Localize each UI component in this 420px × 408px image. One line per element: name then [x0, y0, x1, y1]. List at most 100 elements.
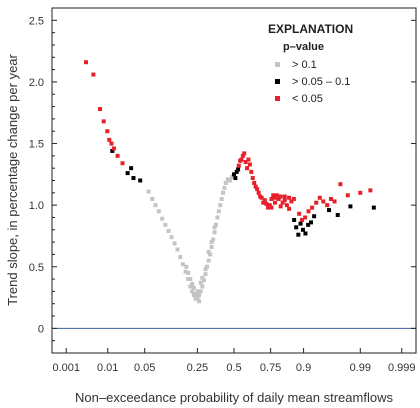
data-point-grey — [184, 264, 189, 269]
data-point-red — [98, 107, 103, 112]
data-point-grey — [201, 278, 206, 283]
data-point-red — [255, 187, 260, 192]
x-tick-label: 0.05 — [134, 362, 155, 374]
data-point-grey — [190, 282, 195, 286]
data-point-red — [242, 151, 247, 156]
legend-label-gt-0-1: > 0.1 — [292, 59, 317, 71]
y-tick-label: 2.5 — [29, 15, 44, 27]
data-point-grey — [197, 293, 202, 298]
data-point-grey — [206, 249, 211, 254]
data-point-red — [111, 146, 116, 151]
data-point-grey — [163, 222, 168, 227]
data-point-black — [110, 148, 115, 153]
legend-label-0-05-0-1: > 0.05 – 0.1 — [292, 76, 350, 88]
data-point-grey — [212, 225, 217, 230]
data-point-red — [368, 188, 373, 193]
data-point-grey — [186, 270, 191, 275]
data-point-grey — [206, 258, 211, 263]
data-point-red — [261, 200, 266, 205]
data-point-red — [273, 200, 278, 205]
x-tick-label: 0.75 — [260, 362, 281, 374]
data-point-grey — [195, 295, 200, 300]
data-point-red — [332, 199, 337, 204]
data-point-red — [247, 162, 252, 167]
data-point-grey — [212, 230, 217, 235]
data-point-black — [125, 171, 130, 176]
plot-frame — [51, 7, 417, 354]
data-point-grey — [172, 241, 177, 246]
y-tick-label: 0.5 — [29, 262, 44, 274]
x-tick-label: 0.99 — [350, 362, 371, 374]
data-point-red — [266, 205, 271, 210]
data-point-red — [256, 190, 261, 195]
data-point-red — [115, 153, 120, 158]
x-tick-label: 0.25 — [187, 362, 208, 374]
data-point-red — [291, 196, 296, 201]
data-point-red — [358, 190, 363, 195]
data-point-red — [107, 137, 112, 142]
data-point-red — [269, 196, 274, 201]
data-point-grey — [203, 267, 208, 272]
y-axis-label: Trend slope, in percentage change per ye… — [5, 53, 20, 305]
data-point-red — [243, 160, 248, 165]
x-axis-label: Non–exceedance probability of daily mean… — [75, 390, 393, 405]
data-point-red — [259, 195, 264, 200]
data-point-red — [239, 157, 244, 162]
y-tick-label: 1.5 — [29, 139, 44, 151]
x-tick-label: 0.001 — [52, 362, 80, 374]
data-point-red — [245, 166, 250, 171]
data-point-grey — [200, 284, 205, 289]
y-tick-label: 0 — [38, 323, 44, 335]
data-point-grey — [188, 277, 193, 282]
data-point-red — [282, 194, 287, 199]
y-tick-label: 2.0 — [29, 77, 44, 89]
data-point-black — [298, 221, 303, 226]
data-point-red — [253, 184, 258, 189]
data-point-grey — [200, 275, 205, 280]
data-point-red — [282, 198, 287, 203]
data-point-red — [267, 203, 272, 208]
x-tick-label: 0.9 — [296, 362, 311, 374]
data-point-red — [252, 180, 257, 185]
data-point-black — [129, 166, 134, 171]
data-point-black — [131, 176, 136, 181]
data-point-grey — [190, 289, 195, 294]
data-point-black — [138, 178, 143, 183]
data-point-red — [109, 141, 114, 146]
data-point-red — [287, 206, 292, 211]
data-point-grey — [195, 289, 200, 294]
data-point-red — [321, 199, 326, 204]
data-point-black — [236, 167, 241, 172]
data-point-red — [306, 209, 311, 214]
data-point-grey — [205, 264, 210, 269]
y-axis-ticks: 0 0.5 1.0 1.5 2.0 2.5 — [29, 15, 416, 342]
data-point-grey — [219, 196, 224, 201]
data-point-red — [105, 129, 110, 134]
data-point-red — [236, 163, 241, 168]
data-point-grey — [156, 209, 161, 214]
data-point-black — [292, 217, 297, 222]
data-point-black — [232, 172, 236, 177]
data-point-red — [280, 200, 285, 205]
data-point-grey — [225, 177, 230, 182]
data-point-grey — [209, 240, 214, 245]
x-tick-label: 0.01 — [97, 362, 118, 374]
data-point-black — [348, 204, 353, 209]
data-point-red — [246, 157, 251, 162]
data-point-red — [314, 200, 319, 205]
data-point-grey — [178, 254, 183, 259]
data-point-black — [294, 225, 299, 230]
data-point-grey — [175, 247, 180, 252]
legend-item-gt-0-1: > 0.1 — [275, 59, 317, 71]
data-point-grey — [180, 262, 185, 267]
legend-subtitle: p–value — [283, 41, 324, 53]
data-point-black — [327, 208, 332, 213]
data-point-grey — [193, 291, 198, 296]
data-point-red — [328, 196, 333, 201]
data-point-red — [83, 60, 88, 65]
data-point-grey — [188, 284, 193, 289]
data-point-grey — [221, 190, 226, 195]
x-axis-ticks: 0.001 0.01 0.05 0.25 0.5 0.75 0.9 0.99 0.999 — [52, 348, 416, 374]
data-point-red — [274, 193, 279, 198]
data-point-grey — [198, 289, 203, 294]
